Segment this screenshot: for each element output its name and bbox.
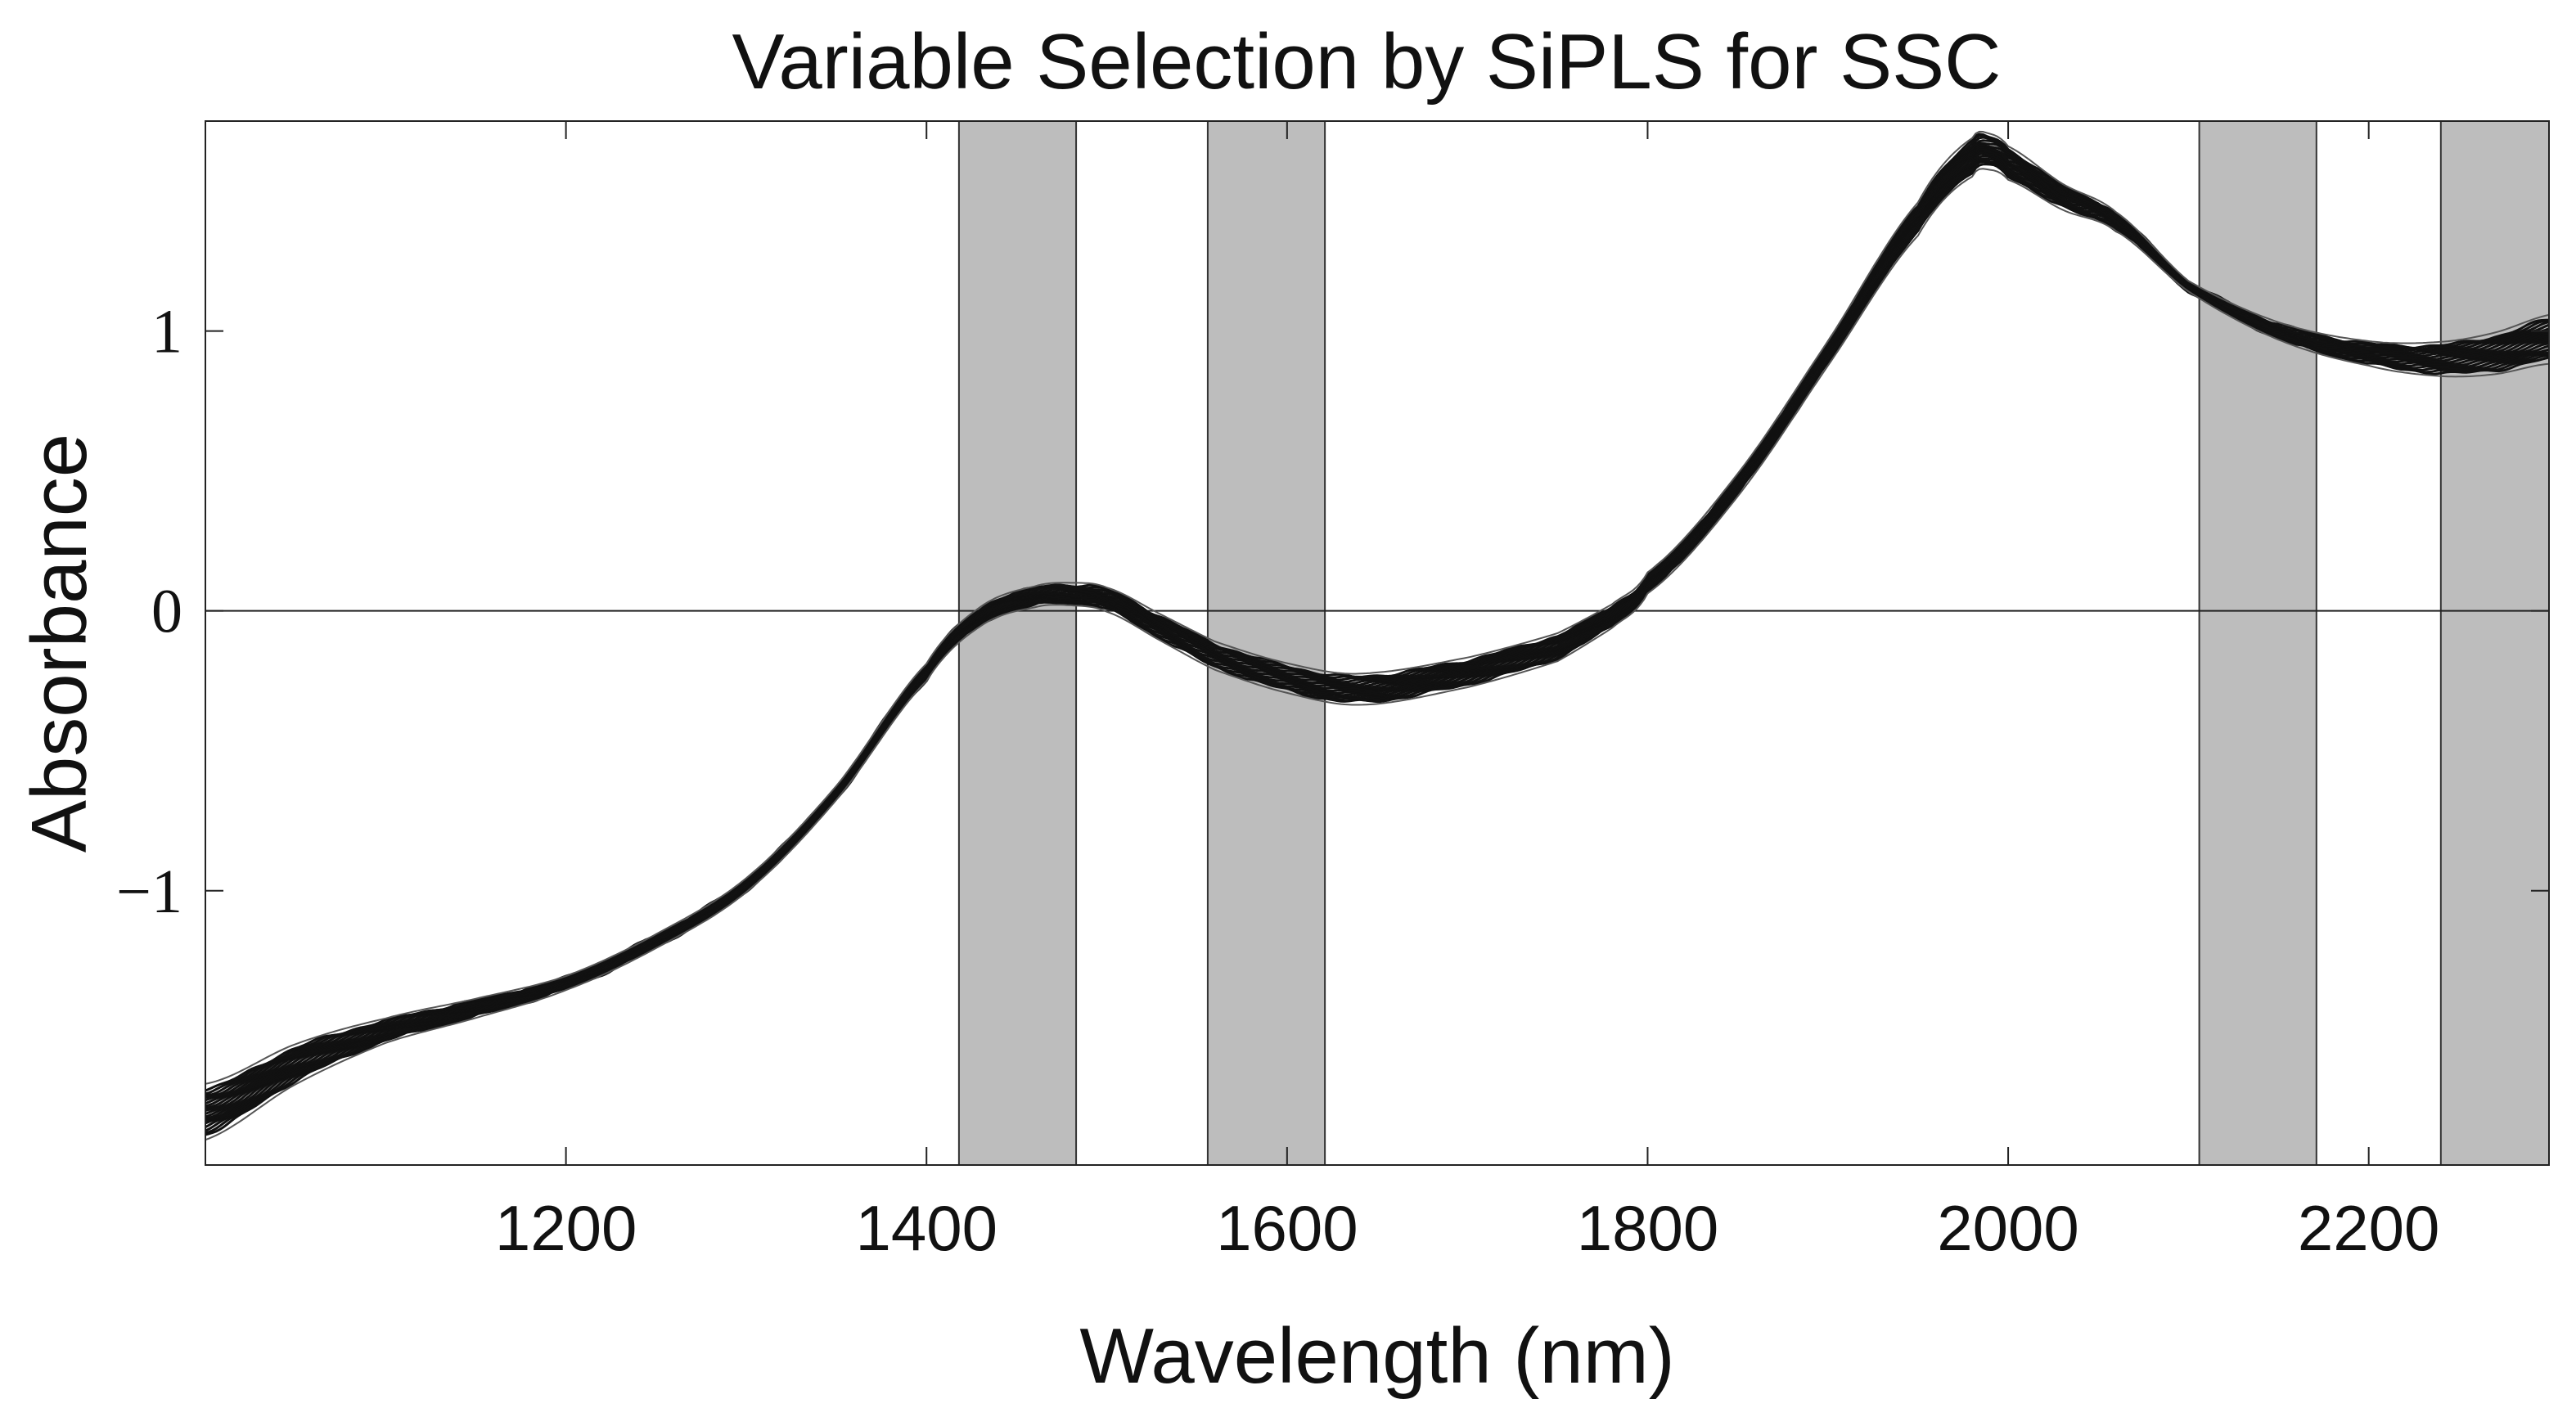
y-tick-label-1: 0 (151, 578, 182, 646)
spectra-lines (205, 130, 2549, 1141)
selected-intervals (957, 120, 2551, 1166)
y-axis-label: Absorbance (16, 434, 103, 852)
x-tick-label-2000: 2000 (1937, 1192, 2079, 1264)
y-tick-label-0: −1 (116, 857, 182, 926)
x-tick-label-1200: 1200 (495, 1192, 637, 1264)
x-tick-label-1400: 1400 (855, 1192, 998, 1264)
selected-interval-band-4 (2439, 120, 2551, 1166)
selected-interval-band-2 (1206, 120, 1326, 1166)
spectrum-line-20 (205, 133, 2549, 1092)
x-tick-label-2200: 2200 (2298, 1192, 2440, 1264)
chart-title: Variable Selection by SiPLS for SSC (732, 18, 2002, 106)
spectrum-envelope-line-2 (205, 130, 2549, 1085)
y-tick-label-2: 1 (151, 298, 182, 367)
x-axis-ticks: 1200 1400 1600 1800 2000 2200 (495, 121, 2440, 1264)
x-tick-label-1800: 1800 (1577, 1192, 1719, 1264)
selected-interval-band-3 (2198, 120, 2317, 1166)
y-axis-ticks: −1 0 1 (116, 298, 2549, 926)
x-axis-label: Wavelength (nm) (1079, 1312, 1674, 1400)
plot-frame (205, 120, 2550, 1166)
x-tick-label-1600: 1600 (1216, 1192, 1358, 1264)
spectrum-envelope-line-1 (205, 168, 2549, 1141)
axes (205, 120, 2550, 1166)
selected-interval-band-1 (957, 120, 1078, 1166)
